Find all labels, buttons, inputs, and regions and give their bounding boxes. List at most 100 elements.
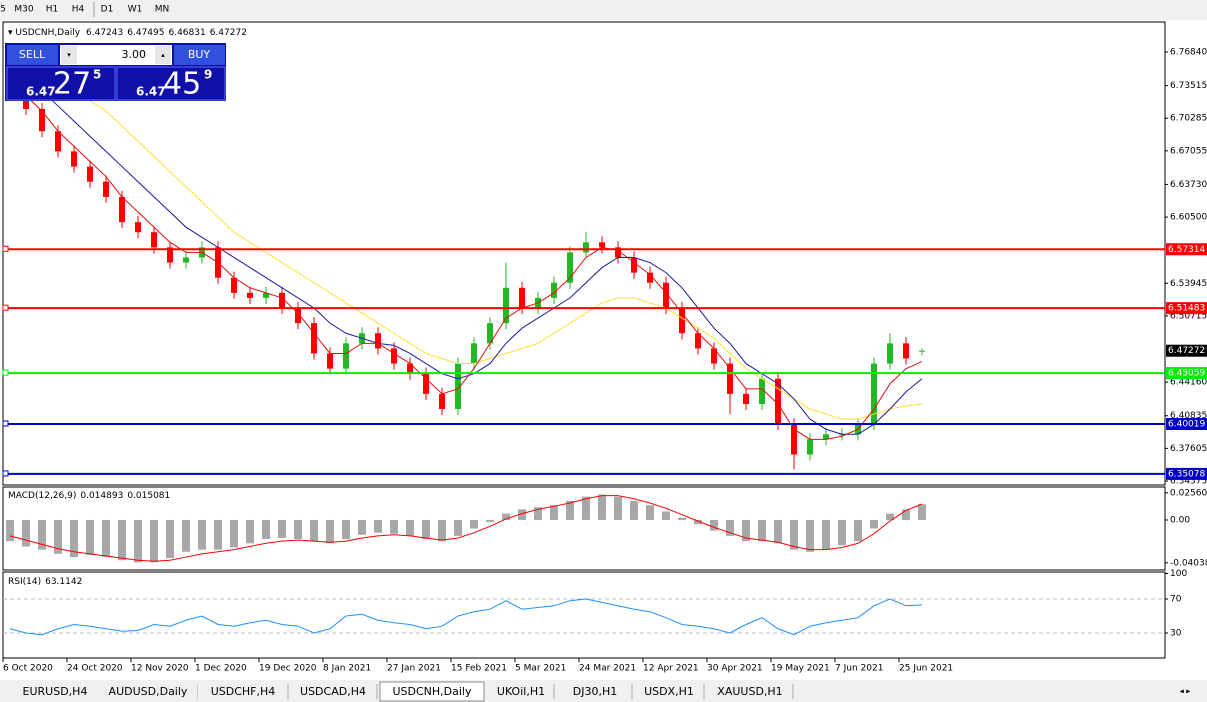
x-tick-label: 8 Jan 2021 — [323, 664, 371, 674]
moving-average — [9, 75, 923, 435]
rsi-y-tick-label: 30 — [1170, 629, 1182, 639]
tab[interactable] — [11, 682, 99, 701]
macd-bar — [630, 500, 638, 520]
tab[interactable] — [488, 682, 554, 701]
signal-value: 0.015081 — [127, 491, 170, 501]
sell-price-pips: 27 — [53, 67, 91, 102]
macd-bar — [710, 519, 718, 531]
macd-bar — [326, 519, 334, 544]
candle-body — [391, 348, 397, 364]
macd-bar — [470, 519, 478, 529]
level-anchor — [2, 420, 9, 427]
macd-bar — [390, 519, 398, 534]
level-anchor — [2, 369, 9, 376]
macd-bar — [822, 519, 830, 550]
rsi-y-tick-label: 100 — [1170, 569, 1187, 579]
candle-body — [711, 348, 717, 364]
macd-bar — [550, 505, 558, 520]
symbol: USDCNH,Daily — [15, 28, 80, 38]
moving-average — [9, 59, 923, 420]
tab[interactable] — [198, 682, 288, 701]
tab-label[interactable]: AUDUSD,Daily — [109, 685, 188, 698]
lot-up-arrow: ▴ — [161, 51, 165, 59]
y-tick-label: 6.40835 — [1170, 411, 1207, 421]
y-tick-label: 6.73515 — [1170, 81, 1207, 91]
toolbar — [0, 0, 1207, 20]
macd-bar — [742, 519, 750, 542]
y-tick-label: 6.60500 — [1170, 213, 1207, 223]
candle-body — [567, 252, 573, 283]
x-tick-label: 5 Mar 2021 — [515, 664, 566, 674]
macd-bar — [294, 519, 302, 540]
tab[interactable] — [558, 682, 632, 701]
buy-price-box[interactable] — [116, 66, 226, 101]
lot-field[interactable] — [60, 45, 172, 65]
timeframe-button[interactable]: D1 — [101, 5, 114, 15]
tab-label[interactable]: EURUSD,H4 — [23, 685, 88, 698]
lot-down[interactable] — [61, 46, 77, 64]
timeframe-button[interactable]: H4 — [72, 5, 85, 15]
macd-bar — [54, 519, 62, 554]
tab-label[interactable]: USDCAD,H4 — [300, 685, 366, 698]
buy-button[interactable] — [174, 45, 225, 65]
macd-bar — [486, 519, 494, 523]
tab-label[interactable]: USDX,H1 — [644, 685, 694, 698]
timeframe-button[interactable]: 5 — [0, 5, 6, 15]
x-tick-label: 24 Oct 2020 — [67, 664, 123, 674]
tab-scroll[interactable]: ◂ ▸ — [1180, 687, 1191, 696]
macd-bar — [374, 519, 382, 533]
tab-label[interactable]: DJ30,H1 — [573, 685, 617, 698]
tab-label[interactable]: UKOil,H1 — [497, 685, 545, 698]
macd-bar — [134, 519, 142, 563]
tab[interactable] — [634, 682, 704, 701]
sell-price-box[interactable] — [6, 66, 116, 101]
rsi-title: RSI(14) — [8, 577, 41, 587]
candle-body — [167, 247, 173, 263]
sell-label[interactable]: SELL — [19, 48, 46, 61]
macd-signal — [9, 495, 923, 562]
tab-label[interactable]: USDCHF,H4 — [211, 685, 276, 698]
candle-body — [295, 307, 301, 324]
candle-body — [471, 343, 477, 364]
tab[interactable] — [707, 682, 793, 701]
buy-label[interactable]: BUY — [188, 48, 211, 61]
candle-body — [87, 166, 93, 182]
timeframe-button[interactable]: H1 — [46, 5, 59, 15]
level-tag — [1166, 302, 1207, 315]
candle-body — [599, 242, 605, 248]
rsi-y-tick-label: 70 — [1170, 595, 1182, 605]
macd-bar — [358, 519, 366, 535]
macd-bar — [646, 505, 654, 520]
timeframe-button[interactable]: W1 — [128, 5, 143, 15]
tab-label[interactable]: USDCNH,Daily — [392, 685, 472, 698]
sell-price-prefix: 6.47 — [26, 85, 56, 99]
tab[interactable] — [289, 682, 377, 701]
x-tick-label: 19 Dec 2020 — [259, 664, 317, 674]
macd-bar — [22, 519, 30, 547]
level-tag-label: 6.57314 — [1168, 245, 1205, 255]
candle-body — [279, 292, 285, 308]
macd-bar — [662, 511, 670, 520]
tab-label[interactable]: XAUUSD,H1 — [717, 685, 782, 698]
y-tick-label: 6.70285 — [1170, 114, 1207, 124]
macd-bar — [854, 519, 862, 542]
candle-body — [375, 333, 381, 349]
macd-bar — [438, 519, 446, 542]
sell-button[interactable] — [7, 45, 58, 65]
macd-bar — [150, 519, 158, 563]
macd-bar — [278, 519, 286, 538]
candle-body — [231, 277, 237, 293]
macd-bar — [566, 500, 574, 520]
timeframe-button[interactable]: M30 — [14, 5, 33, 15]
tab[interactable] — [379, 681, 485, 702]
macd-bar — [758, 519, 766, 542]
tab[interactable] — [98, 682, 198, 701]
macd-bar — [102, 519, 110, 558]
timeframe-button[interactable]: MN — [155, 5, 170, 15]
y-tick-label: 6.34375 — [1170, 477, 1207, 487]
candle-body — [263, 292, 269, 298]
candle-body — [343, 343, 349, 369]
x-tick-label: 30 Apr 2021 — [707, 664, 763, 674]
candle-body — [183, 257, 189, 263]
lot-up[interactable] — [155, 46, 171, 64]
